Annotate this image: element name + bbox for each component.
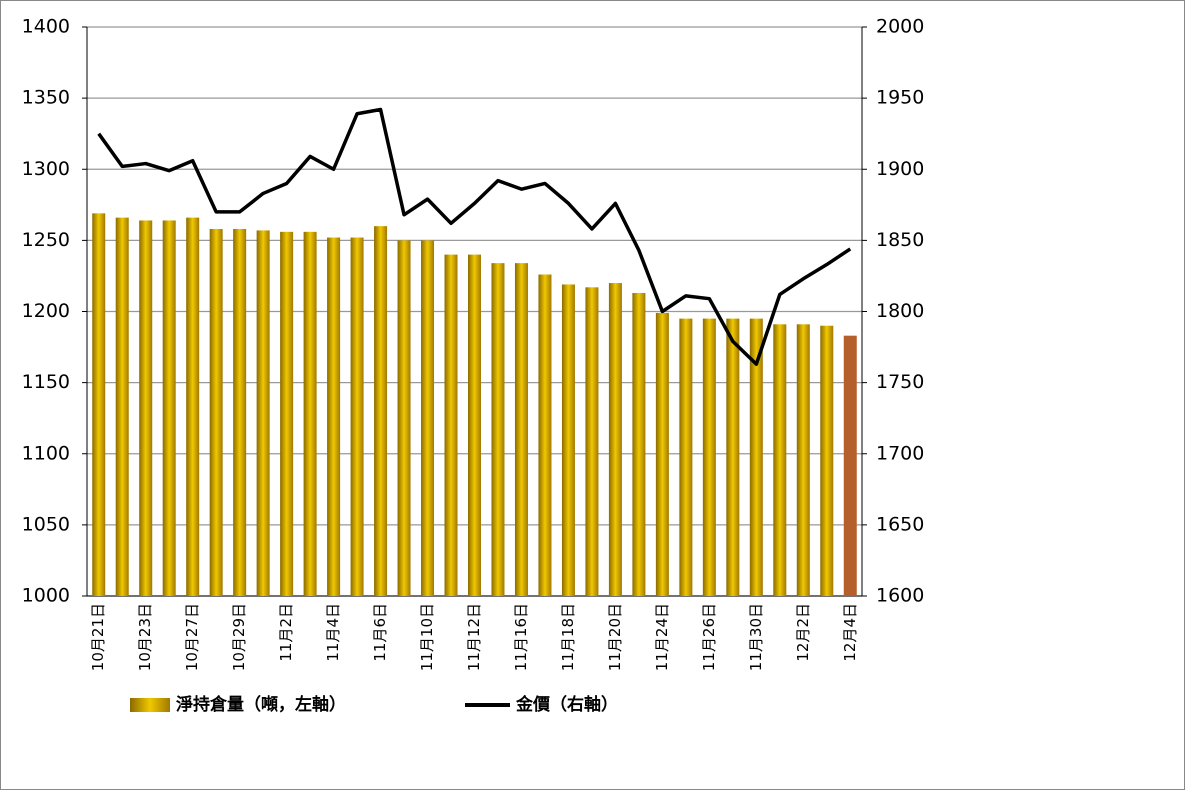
bar bbox=[843, 335, 857, 596]
y-tick-label: 1250 bbox=[22, 229, 70, 251]
bar bbox=[561, 284, 575, 596]
x-tick-label: 11月30日 bbox=[747, 603, 765, 671]
line bbox=[97, 107, 852, 366]
y-tick-label: 1300 bbox=[22, 158, 70, 180]
y2-tick-label: 1850 bbox=[876, 229, 924, 251]
y-tick-label: 1200 bbox=[22, 300, 70, 322]
bar bbox=[749, 318, 763, 596]
legend-label: 淨持倉量（噸，左軸） bbox=[176, 694, 346, 715]
y-tick-label: 1050 bbox=[22, 513, 70, 535]
bar bbox=[421, 240, 435, 596]
y-tick-label: 1150 bbox=[22, 371, 70, 393]
x-tick-label: 10月29日 bbox=[230, 603, 248, 671]
bar bbox=[468, 254, 481, 596]
x-tick-label: 10月21日 bbox=[89, 603, 107, 671]
bar bbox=[209, 228, 223, 596]
bar bbox=[726, 318, 740, 596]
x-tick-label: 11月20日 bbox=[606, 603, 624, 671]
bar bbox=[233, 228, 247, 596]
bar bbox=[514, 263, 528, 596]
y2-tick-label: 1750 bbox=[876, 371, 924, 393]
x-tick-label: 11月24日 bbox=[653, 603, 671, 671]
bar bbox=[256, 230, 270, 597]
y-tick-label: 1400 bbox=[22, 16, 70, 38]
bar bbox=[796, 324, 810, 596]
bar bbox=[538, 274, 552, 596]
y2-tick-label: 1900 bbox=[876, 158, 924, 180]
legend-label: 金價（右軸） bbox=[515, 694, 618, 715]
x-tick-label: 11月2日 bbox=[277, 603, 295, 662]
bar bbox=[397, 240, 411, 596]
bar bbox=[139, 220, 153, 596]
bar bbox=[585, 287, 599, 596]
bar bbox=[186, 217, 200, 597]
y2-tick-label: 1950 bbox=[876, 87, 924, 109]
bar bbox=[444, 254, 458, 596]
x-tick-label: 11月10日 bbox=[418, 603, 436, 671]
x-tick-label: 10月27日 bbox=[183, 603, 201, 671]
bar bbox=[115, 217, 129, 597]
bar bbox=[92, 213, 106, 596]
bar bbox=[327, 237, 341, 596]
y-tick-label: 1000 bbox=[22, 585, 70, 607]
x-tick-label: 12月4日 bbox=[841, 603, 859, 662]
bar bbox=[655, 312, 669, 596]
y2-tick-label: 1700 bbox=[876, 442, 924, 464]
bar bbox=[632, 293, 646, 596]
x-tick-label: 11月4日 bbox=[324, 603, 342, 662]
y2-tick-label: 1800 bbox=[876, 300, 924, 322]
x-tick-label: 11月16日 bbox=[512, 603, 530, 671]
bar bbox=[491, 263, 505, 596]
bar bbox=[303, 231, 317, 596]
x-tick-label: 11月12日 bbox=[465, 603, 483, 671]
y2-tick-label: 2000 bbox=[876, 16, 924, 38]
bar bbox=[679, 318, 693, 596]
y2-tick-label: 1650 bbox=[876, 513, 924, 535]
bar bbox=[608, 283, 622, 596]
x-tick-label: 11月6日 bbox=[371, 603, 389, 662]
x-tick-label: 10月23日 bbox=[136, 603, 154, 671]
y-tick-label: 1350 bbox=[22, 87, 70, 109]
bar bbox=[162, 220, 176, 596]
legend-swatch bbox=[130, 698, 170, 712]
bar bbox=[773, 324, 787, 596]
bar bbox=[374, 226, 388, 596]
y2-tick-label: 1600 bbox=[876, 585, 924, 607]
bar bbox=[350, 237, 364, 596]
bar bbox=[820, 325, 834, 596]
y-tick-label: 1100 bbox=[22, 442, 70, 464]
x-tick-label: 11月18日 bbox=[559, 603, 577, 671]
bar bbox=[702, 318, 716, 596]
x-tick-label: 12月2日 bbox=[794, 603, 812, 662]
bar bbox=[280, 231, 294, 596]
x-tick-label: 11月26日 bbox=[700, 603, 718, 671]
